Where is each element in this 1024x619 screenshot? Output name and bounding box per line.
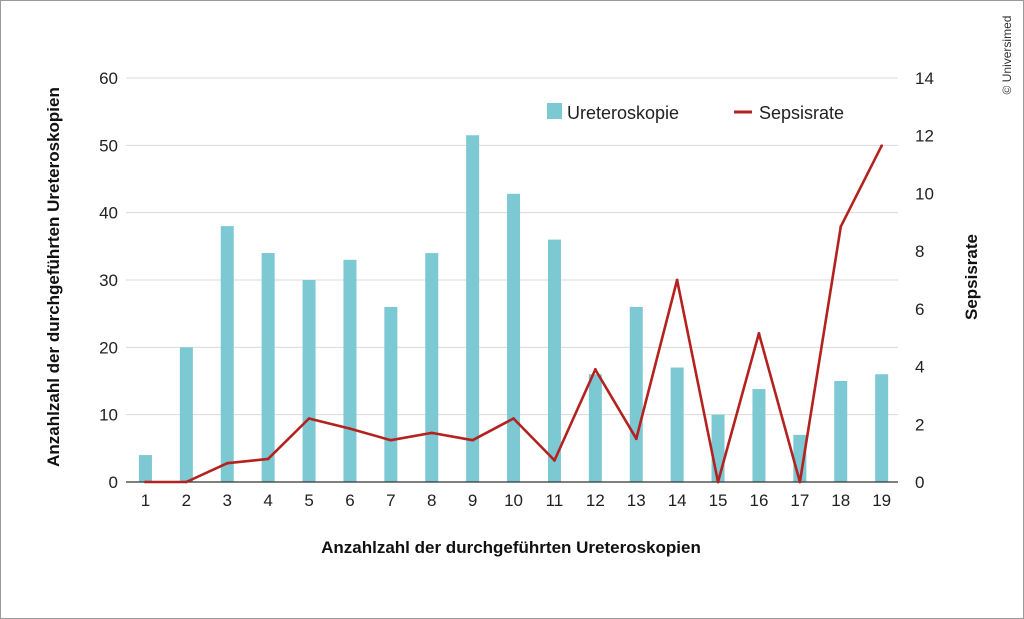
bar — [384, 306, 398, 482]
bar — [834, 381, 848, 482]
bar — [343, 259, 357, 482]
x-tick-label: 17 — [790, 491, 809, 510]
x-tick-label: 5 — [304, 491, 313, 510]
y-right-tick-label: 0 — [915, 473, 924, 492]
y-right-tick-label: 6 — [915, 300, 924, 319]
x-tick-labels: 1 2 3 4 5 6 7 8 9 10 11 12 13 14 15 16 17 18 19 — [141, 491, 891, 510]
copyright-credit: © Universimed — [1000, 16, 1014, 95]
line-point — [798, 480, 802, 484]
bar — [629, 306, 643, 482]
x-tick-label: 1 — [141, 491, 150, 510]
y-left-tick-label: 40 — [99, 204, 118, 223]
bar — [547, 239, 561, 482]
bar — [425, 253, 439, 482]
x-tick-label: 15 — [709, 491, 728, 510]
bar — [179, 347, 193, 482]
x-tick-label: 14 — [668, 491, 687, 510]
line-point — [634, 437, 638, 441]
bar — [138, 455, 152, 482]
y-right-axis-title: Sepsisrate — [962, 234, 981, 320]
x-tick-label: 8 — [427, 491, 436, 510]
x-tick-label: 18 — [831, 491, 850, 510]
x-tick-label: 13 — [627, 491, 646, 510]
y-left-tick-label: 30 — [99, 271, 118, 290]
bar — [711, 414, 725, 482]
x-tick-label: 7 — [386, 491, 395, 510]
gridlines — [126, 77, 898, 416]
bar — [752, 389, 766, 482]
legend: Ureteroskopie Sepsisrate — [547, 103, 844, 123]
line-point — [471, 438, 475, 442]
line-point — [266, 457, 270, 461]
bar — [466, 135, 480, 482]
bar-series — [138, 135, 889, 482]
x-tick-label: 11 — [546, 491, 564, 510]
x-tick-label: 9 — [468, 491, 477, 510]
y-left-tick-label: 20 — [99, 338, 118, 357]
x-tick-label: 4 — [263, 491, 272, 510]
line-point — [757, 331, 761, 335]
y-right-tick-label: 8 — [915, 242, 924, 261]
y-left-tick-label: 60 — [99, 69, 118, 88]
line-series — [144, 144, 884, 484]
line-point — [839, 225, 843, 229]
legend-label-sepsisrate: Sepsisrate — [759, 103, 844, 123]
line-point — [716, 480, 720, 484]
bar — [261, 253, 275, 482]
x-tick-label: 6 — [345, 491, 354, 510]
line-point — [553, 458, 556, 462]
y-right-tick-label: 12 — [915, 127, 934, 146]
x-tick-label: 19 — [872, 491, 891, 510]
line-point — [880, 144, 884, 148]
line-point — [675, 278, 679, 282]
legend-label-ureteroskopie: Ureteroskopie — [567, 103, 679, 123]
x-tick-label: 3 — [223, 491, 232, 510]
bar — [875, 374, 889, 482]
y-left-tick-label: 10 — [99, 406, 118, 425]
x-tick-label: 10 — [504, 491, 523, 510]
line-point — [184, 480, 188, 484]
x-tick-label: 16 — [749, 491, 768, 510]
y-left-axis-title: Anzahlzahl der durchgeführten Ureterosko… — [44, 87, 63, 467]
y-right-tick-label: 4 — [915, 358, 924, 377]
bar — [588, 374, 602, 482]
bar — [670, 367, 684, 482]
y-left-tick-label: 50 — [99, 136, 118, 155]
legend-swatch-ureteroskopie — [547, 103, 562, 119]
line-point — [348, 427, 352, 431]
x-tick-label: 2 — [182, 491, 191, 510]
y-right-tick-labels: 0 2 4 6 8 10 12 14 — [915, 69, 934, 492]
y-right-tick-label: 2 — [915, 415, 924, 434]
line-point — [593, 368, 597, 371]
bar — [507, 193, 521, 482]
line-point — [144, 480, 147, 484]
x-tick-label: 12 — [586, 491, 605, 510]
line-point — [430, 431, 434, 435]
y-right-tick-label: 10 — [915, 184, 934, 203]
x-axis-title: Anzahlzahl der durchgeführten Ureterosko… — [321, 538, 701, 557]
line-point — [512, 417, 515, 420]
line-point — [225, 461, 229, 465]
line-point — [307, 417, 311, 420]
y-left-tick-label: 0 — [109, 473, 118, 492]
line-point — [389, 438, 393, 442]
bar — [220, 226, 234, 482]
y-right-tick-label: 14 — [915, 69, 934, 88]
bar — [302, 280, 316, 482]
y-left-tick-labels: 0 10 20 30 40 50 60 — [99, 69, 118, 492]
